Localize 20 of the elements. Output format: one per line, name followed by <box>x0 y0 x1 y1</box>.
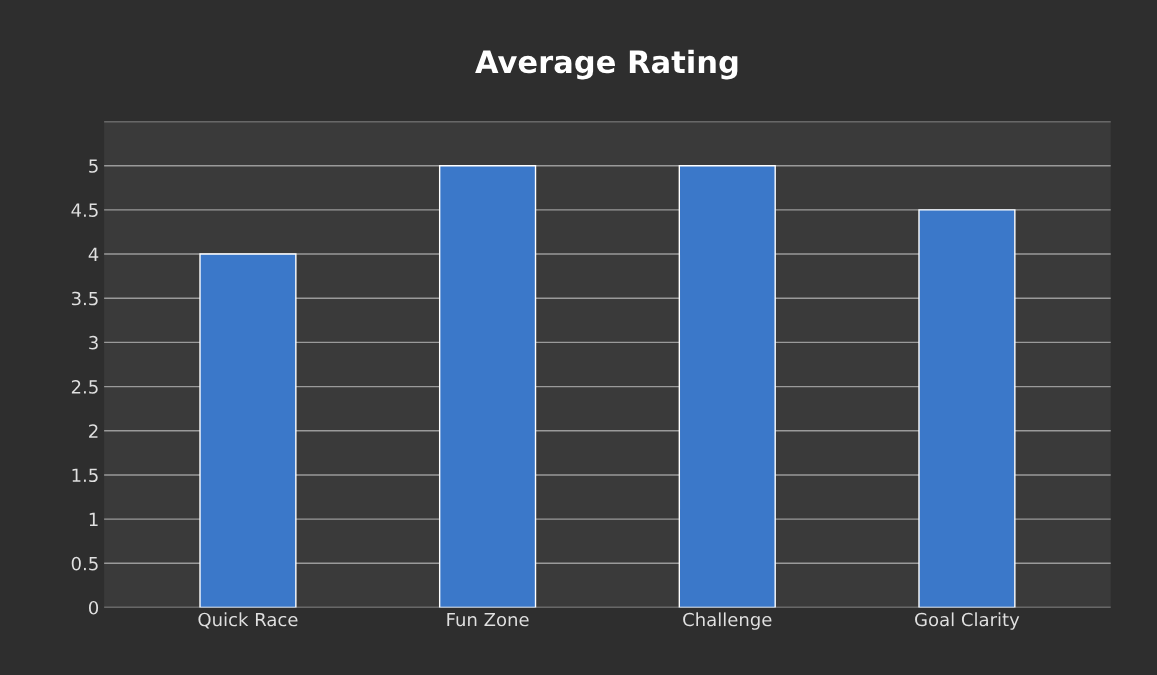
y-tick-label: 0 <box>88 600 99 615</box>
bar <box>678 164 776 608</box>
y-tick-label: 4 <box>88 247 99 261</box>
y-tick-label: 0.5 <box>71 556 98 571</box>
y-tick-label: 1 <box>89 512 98 526</box>
bar <box>438 164 537 608</box>
x-tick-label: Quick Race <box>198 612 298 629</box>
x-tick-label: Goal Clarity <box>915 612 1020 630</box>
y-tick-label: 3.5 <box>71 291 98 306</box>
bar <box>918 209 1016 608</box>
y-tick-label: 2 <box>89 424 98 438</box>
chart-title: Average Rating <box>475 49 738 80</box>
bar <box>199 253 297 608</box>
x-tick-label: Challenge <box>683 612 772 630</box>
y-tick-label: 1.5 <box>72 468 98 483</box>
y-tick-label: 3 <box>89 335 98 350</box>
y-tick-label: 4.5 <box>71 203 98 217</box>
y-tick-label: 2.5 <box>71 380 98 394</box>
x-tick-label: Fun Zone <box>447 612 529 627</box>
y-tick-label: 5 <box>89 159 98 173</box>
